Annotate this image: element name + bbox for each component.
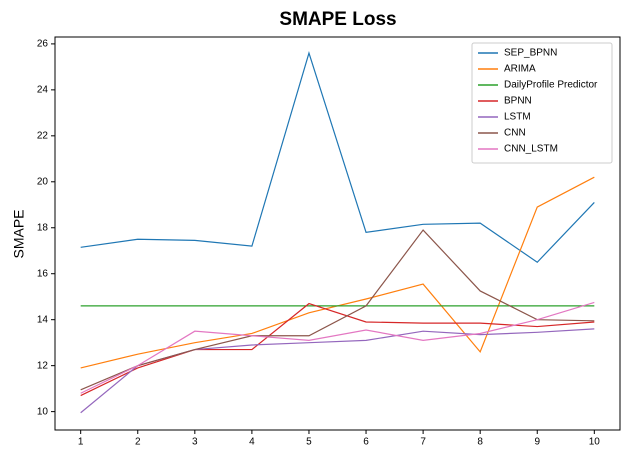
series-line — [80, 328, 595, 414]
legend-box — [471, 42, 613, 164]
series-line — [80, 229, 595, 391]
y-tick-label: 22 — [37, 130, 49, 141]
legend-label: DailyProfile Predictor — [504, 80, 598, 91]
x-tick-label: 8 — [477, 437, 483, 448]
y-tick-label: 14 — [37, 314, 49, 325]
y-tick-label: 10 — [37, 406, 49, 417]
x-tick-label: 2 — [135, 437, 141, 448]
series-line — [80, 51, 595, 264]
x-tick-label: 4 — [249, 437, 255, 448]
y-tick-label: 26 — [37, 39, 49, 50]
x-tick-label: 1 — [78, 437, 84, 448]
y-tick-label: 12 — [37, 360, 49, 371]
plot-frame — [54, 36, 621, 431]
legend-label: ARIMA — [504, 64, 536, 75]
x-tick-label: 7 — [420, 437, 426, 448]
x-tick-label: 5 — [306, 437, 312, 448]
x-tick-label: 3 — [192, 437, 198, 448]
x-tick-label: 10 — [589, 437, 601, 448]
x-tick-label: 9 — [534, 437, 540, 448]
legend-label: LSTM — [504, 112, 531, 123]
series-line — [80, 176, 595, 369]
series-line — [80, 301, 595, 394]
legend-label: CNN_LSTM — [504, 144, 558, 155]
y-tick-label: 20 — [37, 176, 49, 187]
legend-label: SEP_BPNN — [504, 48, 557, 59]
legend-label: BPNN — [504, 96, 532, 107]
y-tick-label: 24 — [37, 85, 49, 96]
y-tick-label: 18 — [37, 222, 49, 233]
series-line — [80, 302, 595, 397]
legend-label: CNN — [504, 128, 526, 139]
chart-title: SMAPE Loss — [279, 9, 396, 30]
x-tick-label: 6 — [363, 437, 369, 448]
y-axis-label: SMAPE — [11, 209, 27, 258]
y-tick-label: 16 — [37, 268, 49, 279]
